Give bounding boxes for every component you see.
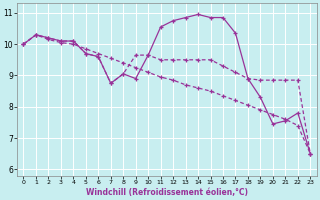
X-axis label: Windchill (Refroidissement éolien,°C): Windchill (Refroidissement éolien,°C) bbox=[86, 188, 248, 197]
